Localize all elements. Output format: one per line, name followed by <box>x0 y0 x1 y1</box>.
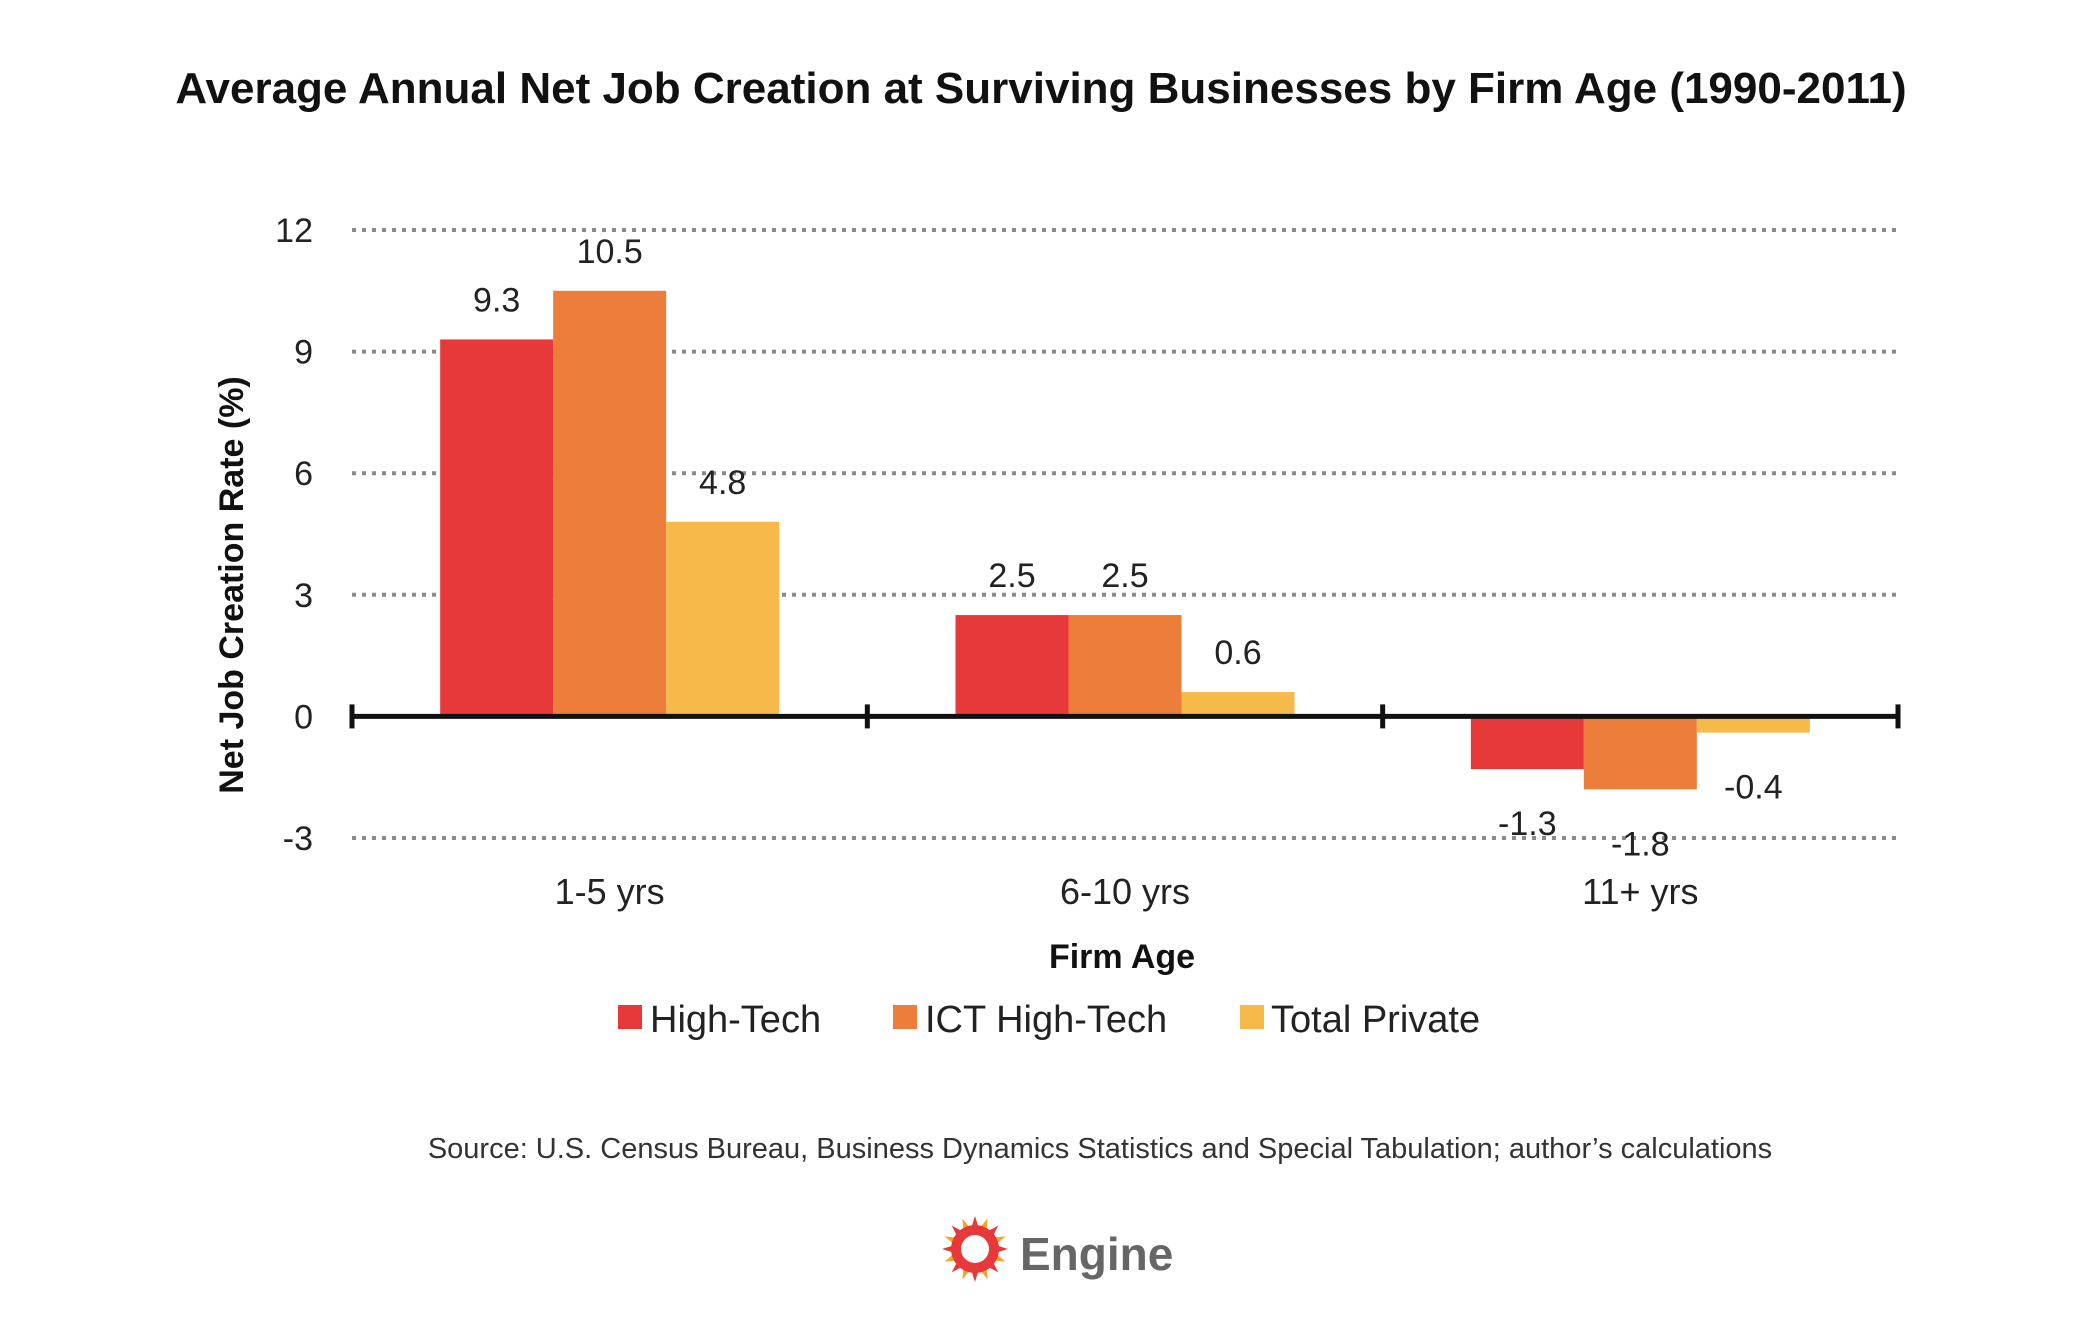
y-tick-label: 9 <box>294 334 313 372</box>
bar <box>553 290 667 717</box>
data-label: 9.3 <box>473 281 520 319</box>
sun-center <box>961 1235 989 1263</box>
data-label: -1.8 <box>1611 825 1670 863</box>
data-label: 4.8 <box>699 464 746 502</box>
bar <box>1583 716 1697 790</box>
chart-title: Average Annual Net Job Creation at Survi… <box>175 64 1906 113</box>
category-labels: 1-5 yrs 6-10 yrs 11+ yrs <box>555 871 1699 912</box>
data-label: 10.5 <box>577 233 643 271</box>
sun-ray <box>971 1216 979 1228</box>
y-axis-ticks: -3 0 3 6 9 12 <box>275 212 313 858</box>
data-label: 0.6 <box>1214 634 1261 672</box>
legend-swatch <box>893 1005 917 1029</box>
category-label: 6-10 yrs <box>1060 871 1190 912</box>
x-axis <box>349 704 1901 729</box>
legend-swatch <box>1240 1005 1264 1029</box>
brand-name: Engine <box>1020 1228 1173 1280</box>
x-axis-title: Firm Age <box>1049 938 1195 976</box>
sun-ray <box>971 1270 979 1282</box>
source-note: Source: U.S. Census Bureau, Business Dyn… <box>428 1133 1772 1165</box>
bar <box>440 339 554 717</box>
legend: High-Tech ICT High-Tech Total Private <box>618 999 1480 1041</box>
y-tick-label: 6 <box>294 455 313 493</box>
category-label: 1-5 yrs <box>555 871 665 912</box>
y-axis-title: Net Job Creation Rate (%) <box>213 376 251 794</box>
bar <box>1068 615 1182 717</box>
legend-item: ICT High-Tech <box>893 999 1167 1041</box>
data-label: 2.5 <box>1101 557 1148 595</box>
category-label: 11+ yrs <box>1582 871 1698 912</box>
data-label: -1.3 <box>1498 805 1557 843</box>
bar <box>1181 692 1295 717</box>
y-tick-label: 12 <box>275 212 313 250</box>
y-tick-label: 3 <box>294 577 313 615</box>
bar <box>666 521 780 717</box>
gridlines <box>352 228 1898 840</box>
data-label: 2.5 <box>988 557 1035 595</box>
legend-swatch <box>618 1005 642 1029</box>
legend-item: High-Tech <box>618 999 821 1041</box>
bar <box>955 615 1069 717</box>
legend-label: Total Private <box>1271 999 1480 1041</box>
legend-label: ICT High-Tech <box>925 999 1167 1041</box>
bar <box>1696 716 1810 733</box>
y-tick-label: 0 <box>294 698 313 736</box>
y-tick-label: -3 <box>283 820 313 858</box>
sun-ray <box>996 1245 1008 1253</box>
data-label: -0.4 <box>1724 769 1783 807</box>
bar <box>1470 716 1584 770</box>
legend-label: High-Tech <box>650 999 821 1041</box>
data-labels: 9.3 10.5 4.8 2.5 2.5 0.6 -1.3 -1.8 -0.4 <box>473 233 1783 864</box>
sun-logo-icon <box>942 1216 1008 1282</box>
bars <box>440 290 1810 790</box>
legend-item: Total Private <box>1240 999 1480 1041</box>
sun-ray <box>942 1245 954 1253</box>
engine-logo: Engine <box>942 1216 1173 1282</box>
